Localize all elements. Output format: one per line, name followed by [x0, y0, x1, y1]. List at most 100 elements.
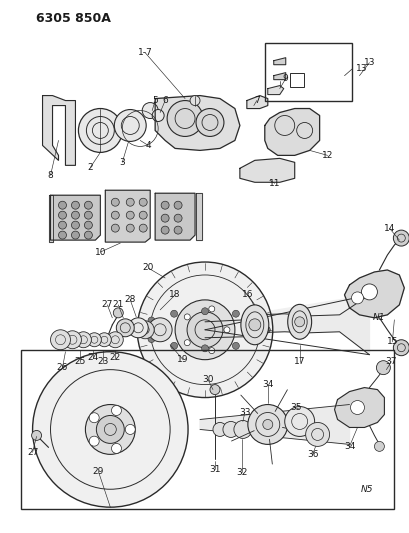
Text: 4: 4 — [145, 141, 151, 150]
Bar — [289, 72, 303, 86]
Text: 19: 19 — [177, 355, 189, 364]
Circle shape — [84, 231, 92, 239]
Text: 11: 11 — [268, 179, 280, 188]
Polygon shape — [105, 190, 150, 242]
Polygon shape — [50, 195, 100, 240]
Polygon shape — [264, 109, 319, 156]
Polygon shape — [155, 193, 195, 240]
Text: N5: N5 — [360, 484, 373, 494]
Text: 29: 29 — [92, 467, 104, 476]
Polygon shape — [155, 95, 239, 150]
Circle shape — [170, 310, 177, 317]
Circle shape — [208, 306, 214, 312]
Circle shape — [137, 262, 272, 398]
Text: 24: 24 — [88, 353, 99, 362]
Circle shape — [139, 326, 146, 333]
Text: 8: 8 — [47, 171, 53, 180]
Circle shape — [84, 201, 92, 209]
Circle shape — [128, 318, 148, 338]
Polygon shape — [267, 86, 283, 94]
Circle shape — [111, 406, 121, 415]
Circle shape — [87, 333, 101, 347]
Circle shape — [223, 327, 229, 333]
Circle shape — [89, 413, 99, 423]
Polygon shape — [273, 72, 285, 79]
Circle shape — [63, 331, 81, 349]
Bar — [264, 43, 352, 101]
Circle shape — [50, 330, 70, 350]
Circle shape — [71, 201, 79, 209]
Text: 18: 18 — [169, 290, 180, 300]
Circle shape — [161, 214, 169, 222]
Circle shape — [58, 221, 66, 229]
Circle shape — [58, 201, 66, 209]
Circle shape — [248, 319, 260, 331]
Text: 7: 7 — [253, 96, 259, 105]
Circle shape — [392, 340, 408, 356]
Circle shape — [84, 221, 92, 229]
Text: 36: 36 — [306, 450, 318, 459]
Circle shape — [174, 226, 182, 234]
Circle shape — [78, 109, 122, 152]
Text: 21: 21 — [112, 301, 124, 309]
Text: 15: 15 — [386, 337, 397, 346]
Text: 31: 31 — [209, 465, 220, 474]
Text: 23: 23 — [97, 357, 109, 366]
Circle shape — [142, 102, 158, 118]
Text: 16: 16 — [241, 290, 253, 300]
Circle shape — [85, 405, 135, 454]
Bar — [20, 350, 393, 509]
Text: 35: 35 — [289, 403, 301, 412]
Text: 20: 20 — [142, 263, 153, 272]
Circle shape — [233, 421, 251, 439]
Circle shape — [148, 336, 155, 343]
Circle shape — [75, 332, 91, 348]
Circle shape — [196, 109, 223, 136]
Circle shape — [58, 231, 66, 239]
Circle shape — [161, 226, 169, 234]
Circle shape — [190, 95, 200, 106]
Circle shape — [284, 407, 314, 437]
Circle shape — [71, 231, 79, 239]
Text: N1: N1 — [372, 313, 385, 322]
Text: 28: 28 — [124, 295, 136, 304]
Text: 25: 25 — [74, 357, 86, 366]
Polygon shape — [196, 193, 202, 240]
Text: 5: 5 — [152, 96, 157, 105]
Circle shape — [116, 319, 134, 337]
Circle shape — [152, 110, 164, 122]
Text: 17: 17 — [293, 357, 305, 366]
Text: 22: 22 — [110, 353, 121, 362]
Circle shape — [107, 332, 123, 348]
Circle shape — [232, 342, 239, 349]
Text: 34: 34 — [343, 442, 354, 451]
Circle shape — [175, 300, 234, 360]
Circle shape — [96, 416, 124, 443]
Circle shape — [32, 352, 188, 507]
Circle shape — [148, 317, 155, 324]
Circle shape — [232, 310, 239, 317]
Circle shape — [212, 423, 226, 437]
Circle shape — [254, 317, 261, 324]
Ellipse shape — [287, 304, 311, 339]
Polygon shape — [344, 270, 403, 318]
Circle shape — [71, 221, 79, 229]
Circle shape — [373, 441, 384, 451]
Circle shape — [222, 422, 238, 438]
Text: 37: 37 — [385, 357, 396, 366]
Circle shape — [126, 224, 134, 232]
Circle shape — [184, 340, 190, 346]
Circle shape — [31, 431, 41, 440]
Text: 10: 10 — [94, 247, 106, 256]
Text: 14: 14 — [383, 224, 394, 232]
Circle shape — [139, 211, 147, 219]
Text: 33: 33 — [238, 408, 250, 417]
Text: 6305 850A: 6305 850A — [36, 12, 110, 26]
Circle shape — [148, 318, 172, 342]
Text: 1-7: 1-7 — [137, 48, 152, 57]
Circle shape — [136, 321, 154, 339]
Circle shape — [247, 405, 287, 445]
Text: 13: 13 — [363, 58, 374, 67]
Circle shape — [111, 224, 119, 232]
Circle shape — [71, 211, 79, 219]
